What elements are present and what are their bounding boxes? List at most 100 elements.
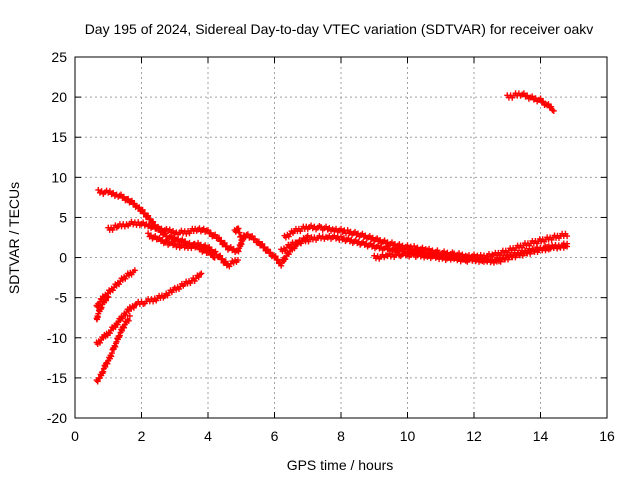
data-point bbox=[139, 206, 146, 213]
data-point bbox=[152, 233, 159, 240]
data-point bbox=[260, 244, 267, 251]
data-point bbox=[254, 239, 261, 246]
data-point bbox=[131, 267, 138, 274]
data-point bbox=[222, 258, 229, 265]
data-point bbox=[222, 243, 229, 250]
data-point bbox=[150, 298, 157, 305]
data-point bbox=[550, 107, 557, 114]
data-point bbox=[267, 249, 274, 256]
data-point bbox=[278, 262, 285, 269]
series-track-g bbox=[371, 240, 571, 266]
data-point bbox=[212, 248, 219, 255]
data-point bbox=[104, 360, 111, 367]
data-point bbox=[216, 234, 223, 241]
data-point bbox=[217, 238, 224, 245]
y-tick-label: -15 bbox=[47, 370, 67, 386]
y-tick-label: -20 bbox=[47, 410, 67, 426]
series-track-h bbox=[504, 90, 557, 114]
data-point bbox=[285, 251, 292, 258]
data-point bbox=[125, 317, 132, 324]
x-tick-label: 10 bbox=[400, 428, 416, 444]
data-point bbox=[258, 241, 265, 248]
data-point bbox=[122, 275, 129, 282]
data-point bbox=[98, 304, 105, 311]
y-tick-label: -10 bbox=[47, 330, 67, 346]
x-tick-label: 2 bbox=[138, 428, 146, 444]
data-point bbox=[529, 93, 536, 100]
data-point bbox=[141, 210, 148, 217]
data-point bbox=[214, 235, 221, 242]
data-point bbox=[96, 339, 103, 346]
data-point bbox=[155, 223, 162, 230]
data-point bbox=[249, 233, 256, 240]
data-point bbox=[110, 189, 117, 196]
x-tick-label: 6 bbox=[271, 428, 279, 444]
data-point bbox=[94, 378, 101, 385]
data-point bbox=[109, 287, 116, 294]
series-track-d bbox=[231, 225, 311, 269]
y-tick-label: 15 bbox=[51, 129, 67, 145]
data-point bbox=[220, 240, 227, 247]
data-point bbox=[282, 256, 289, 263]
data-point bbox=[205, 227, 211, 234]
data-point bbox=[259, 240, 266, 247]
data-point bbox=[105, 293, 112, 300]
data-point bbox=[122, 311, 129, 318]
y-tick-label: 0 bbox=[59, 250, 67, 266]
y-tick-label: 10 bbox=[51, 169, 67, 185]
data-point bbox=[136, 204, 143, 211]
x-axis-label: GPS time / hours bbox=[287, 457, 394, 473]
data-point bbox=[221, 239, 228, 246]
x-tick-label: 12 bbox=[466, 428, 482, 444]
data-point bbox=[219, 255, 226, 262]
x-tick-label: 0 bbox=[71, 428, 79, 444]
data-point bbox=[396, 241, 403, 248]
chart-title: Day 195 of 2024, Sidereal Day-to-day VTE… bbox=[85, 21, 594, 37]
data-point bbox=[121, 324, 128, 331]
data-point bbox=[252, 235, 259, 242]
data-point bbox=[168, 239, 175, 246]
series-track-c bbox=[145, 230, 241, 270]
data-point bbox=[145, 212, 152, 219]
x-tick-label: 14 bbox=[533, 428, 549, 444]
x-tick-label: 8 bbox=[337, 428, 345, 444]
data-point bbox=[272, 253, 279, 260]
y-axis-label: SDTVAR / TECUs bbox=[6, 182, 22, 294]
data-point bbox=[296, 237, 303, 244]
data-point bbox=[232, 228, 239, 235]
data-point bbox=[140, 219, 147, 226]
data-point bbox=[171, 240, 178, 247]
data-point bbox=[202, 242, 209, 249]
data-point bbox=[150, 218, 157, 225]
data-point bbox=[114, 321, 121, 328]
data-point bbox=[218, 237, 225, 244]
data-point bbox=[548, 103, 555, 110]
data-point bbox=[338, 225, 344, 232]
data-point bbox=[212, 231, 219, 238]
data-point bbox=[147, 215, 154, 222]
data-point bbox=[244, 231, 251, 238]
data-point bbox=[106, 188, 113, 195]
data-point bbox=[255, 238, 262, 245]
data-point bbox=[182, 238, 189, 245]
data-point bbox=[207, 229, 214, 236]
data-point bbox=[264, 246, 271, 253]
tick-layer: 0 2 4 6 8 10 12 14 16 -20 -15 -10 -5 0 5 10 15 20 25 bbox=[47, 49, 615, 444]
data-point bbox=[126, 312, 133, 319]
data-point bbox=[163, 237, 170, 244]
data-point bbox=[261, 244, 268, 251]
y-tick-label: 20 bbox=[51, 89, 67, 105]
data-point bbox=[198, 270, 205, 277]
data-point bbox=[564, 240, 571, 247]
data-point bbox=[106, 330, 113, 337]
series-track-j bbox=[93, 293, 112, 323]
data-point bbox=[116, 281, 123, 288]
data-layer bbox=[93, 90, 571, 385]
data-point bbox=[411, 243, 418, 250]
data-point bbox=[304, 232, 311, 239]
series-track-l bbox=[93, 312, 133, 385]
x-tick-label: 16 bbox=[599, 428, 615, 444]
series-track-k bbox=[93, 270, 205, 348]
